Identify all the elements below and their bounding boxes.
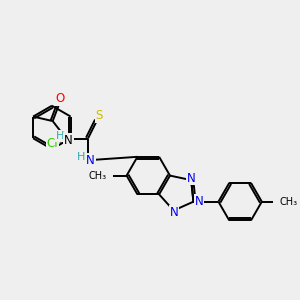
Text: CH₃: CH₃ (280, 197, 298, 207)
Text: N: N (194, 195, 203, 208)
Text: O: O (55, 92, 64, 105)
Text: S: S (96, 109, 103, 122)
Text: N: N (187, 172, 196, 184)
Text: H: H (77, 152, 86, 162)
Text: N: N (86, 154, 95, 167)
Text: N: N (169, 206, 178, 219)
Text: N: N (64, 134, 73, 147)
Text: CH₃: CH₃ (89, 171, 107, 181)
Text: H: H (56, 131, 64, 141)
Text: Cl: Cl (47, 137, 58, 150)
